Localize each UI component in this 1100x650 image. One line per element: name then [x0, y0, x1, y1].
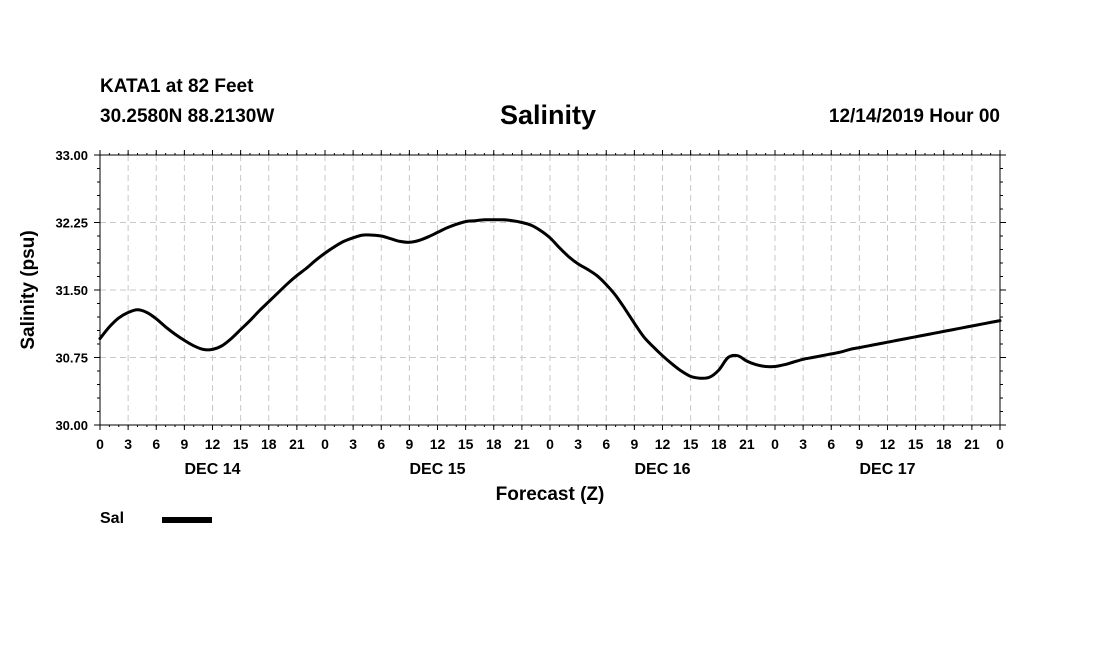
forecast-run-time: 12/14/2019 Hour 00 [828, 106, 1000, 127]
x-tick-label: 15 [683, 436, 699, 452]
day-label: DEC 15 [409, 461, 465, 478]
x-tick-label: 0 [546, 436, 554, 452]
x-tick-label: 3 [124, 436, 132, 452]
station-label: KATA1 at 82 Feet [100, 76, 254, 97]
x-tick-label: 3 [799, 436, 807, 452]
y-tick-label: 31.50 [55, 283, 88, 298]
x-tick-label: 6 [827, 436, 835, 452]
x-tick-label: 0 [771, 436, 779, 452]
legend-line-swatch [162, 517, 212, 523]
plot-frame [99, 154, 1001, 426]
day-label: DEC 16 [634, 461, 690, 478]
x-tick-label: 21 [739, 436, 755, 452]
x-tick-label: 9 [180, 436, 188, 452]
x-tick-label: 9 [405, 436, 413, 452]
x-tick-label: 21 [289, 436, 305, 452]
chart-title: Salinity [500, 100, 597, 130]
x-tick-label: 9 [630, 436, 638, 452]
day-label: DEC 17 [859, 461, 915, 478]
x-tick-label: 18 [261, 436, 277, 452]
x-tick-label: 3 [574, 436, 582, 452]
x-tick-label: 12 [655, 436, 671, 452]
series-line-sal [98, 218, 1002, 380]
x-tick-label: 15 [233, 436, 249, 452]
day-label: DEC 14 [184, 461, 240, 478]
y-tick-label: 33.00 [55, 148, 88, 163]
x-axis-label: Forecast (Z) [496, 484, 605, 505]
x-tick-label: 12 [880, 436, 896, 452]
x-tick-label: 18 [711, 436, 727, 452]
x-tick-label: 9 [855, 436, 863, 452]
x-tick-label: 6 [602, 436, 610, 452]
x-tick-label: 0 [96, 436, 104, 452]
y-axis-label: Salinity (psu) [18, 230, 39, 349]
y-tick-label: 32.25 [55, 216, 88, 231]
y-tick-label: 30.75 [55, 351, 88, 366]
x-tick-label: 15 [458, 436, 474, 452]
y-tick-label: 30.00 [55, 418, 88, 433]
x-tick-label: 6 [377, 436, 385, 452]
x-tick-label: 6 [152, 436, 160, 452]
x-tick-label: 21 [514, 436, 530, 452]
x-tick-label: 18 [486, 436, 502, 452]
x-tick-label: 0 [321, 436, 329, 452]
x-tick-label: 0 [996, 436, 1004, 452]
x-tick-label: 21 [964, 436, 980, 452]
x-tick-label: 12 [430, 436, 446, 452]
x-tick-label: 3 [349, 436, 357, 452]
x-tick-label: 18 [936, 436, 952, 452]
station-coordinates: 30.2580N 88.2130W [100, 106, 275, 127]
x-tick-label: 15 [908, 436, 924, 452]
x-tick-label: 12 [205, 436, 221, 452]
legend-label: Sal [100, 510, 125, 527]
